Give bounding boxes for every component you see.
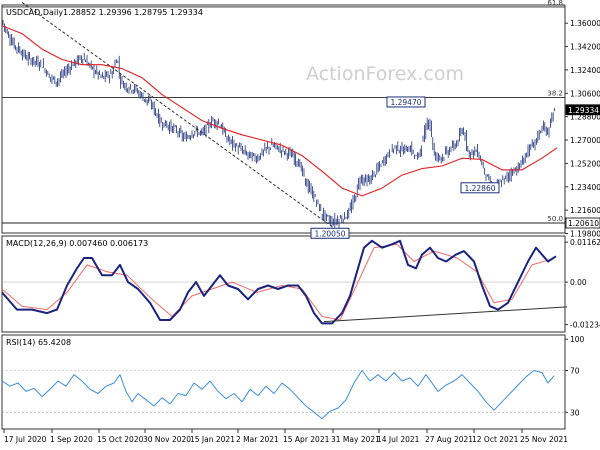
rsi-panel-frame: [1, 334, 566, 430]
price-annotation-box: [460, 182, 500, 194]
price-annotation-label: 1.20050: [314, 229, 345, 238]
price-panel-frame: [1, 4, 566, 234]
price-ohlc-header: 1.28852 1.29396 1.28795 1.29334: [63, 8, 203, 17]
price-y-tick-label: 1.19800: [570, 230, 600, 239]
x-tick-label: 31 May 2021: [331, 435, 380, 444]
macd-trendline: [323, 306, 568, 323]
price-panel: 1.36000 1.34200 1.32400 1.30600 1.28800 1.270…: [1, 0, 600, 239]
fib-level-label: 61.8: [547, 0, 563, 7]
x-tick-label: 27 Aug 2021: [425, 435, 473, 444]
rsi-line: [1, 370, 555, 420]
x-tick-label: 14 Jul 2021: [377, 435, 420, 444]
rsi-y-tick-label: 30: [570, 408, 580, 417]
macd-title: MACD(12,26,9) 0.007460 0.006173: [6, 239, 148, 248]
price-tag-box: [565, 217, 600, 229]
price-y-tick-label: 1.34200: [570, 43, 600, 52]
x-axis: 17 Jul 2020 1 Sep 2020 15 Oct 2020 30 Nov 2…: [3, 429, 568, 444]
price-y-tick-label: 1.28800: [570, 113, 600, 122]
price-tag-box: [565, 104, 600, 116]
macd-panel-frame: [1, 235, 566, 333]
price-annotation-box: [386, 96, 426, 108]
price-tag-label: 1.29334: [568, 106, 599, 115]
rsi-y-tick-label: 70: [570, 367, 580, 376]
x-tick-label: 15 Jan 2021: [190, 435, 235, 444]
price-y-tick-label: 1.30600: [570, 89, 600, 98]
price-y-tick-label: 1.36000: [570, 19, 600, 28]
x-tick-label: 12 Oct 2021: [472, 435, 519, 444]
watermark: ActionForex.com: [306, 63, 464, 85]
fib-level-label: 50.0: [547, 215, 563, 223]
x-tick-label: 2 Mar 2021: [236, 435, 279, 444]
macd-y-tick-label: 0.011629: [570, 238, 600, 247]
rsi-title: RSI(14) 65.4208: [6, 338, 71, 347]
x-tick-label: 15 Apr 2021: [283, 435, 330, 444]
price-annotation-box: [310, 227, 350, 239]
x-tick-label: 30 Nov 2020: [143, 435, 191, 444]
x-tick-label: 1 Sep 2020: [50, 435, 93, 444]
macd-line: [1, 239, 557, 325]
rsi-panel: 100 70 30: [1, 335, 585, 420]
rsi-y-tick-label: 100: [570, 335, 585, 344]
fib-level-label: 38.2: [547, 89, 563, 97]
moving-average-line: [1, 25, 558, 197]
price-y-tick-label: 1.32400: [570, 66, 600, 75]
price-y-tick-label: 1.21600: [570, 206, 600, 215]
x-tick-label: 25 Nov 2021: [520, 435, 568, 444]
macd-panel: 0.011629 0.00 -0.012348: [1, 238, 600, 330]
price-annotation-label: 1.29470: [390, 98, 421, 107]
price-y-tick-label: 1.23400: [570, 183, 600, 192]
price-tag-label: 1.20610: [568, 219, 599, 228]
x-tick-label: 15 Oct 2020: [97, 435, 144, 444]
x-tick-label: 17 Jul 2020: [4, 435, 47, 444]
price-y-tick-label: 1.27000: [570, 136, 600, 145]
price-y-tick-label: 1.25200: [570, 159, 600, 168]
macd-y-tick-label: 0.00: [570, 278, 587, 287]
macd-y-tick-label: -0.012348: [570, 321, 600, 330]
price-chart-title: USDCAD,Daily: [6, 8, 63, 17]
price-annotation-label: 1.22860: [464, 184, 495, 193]
